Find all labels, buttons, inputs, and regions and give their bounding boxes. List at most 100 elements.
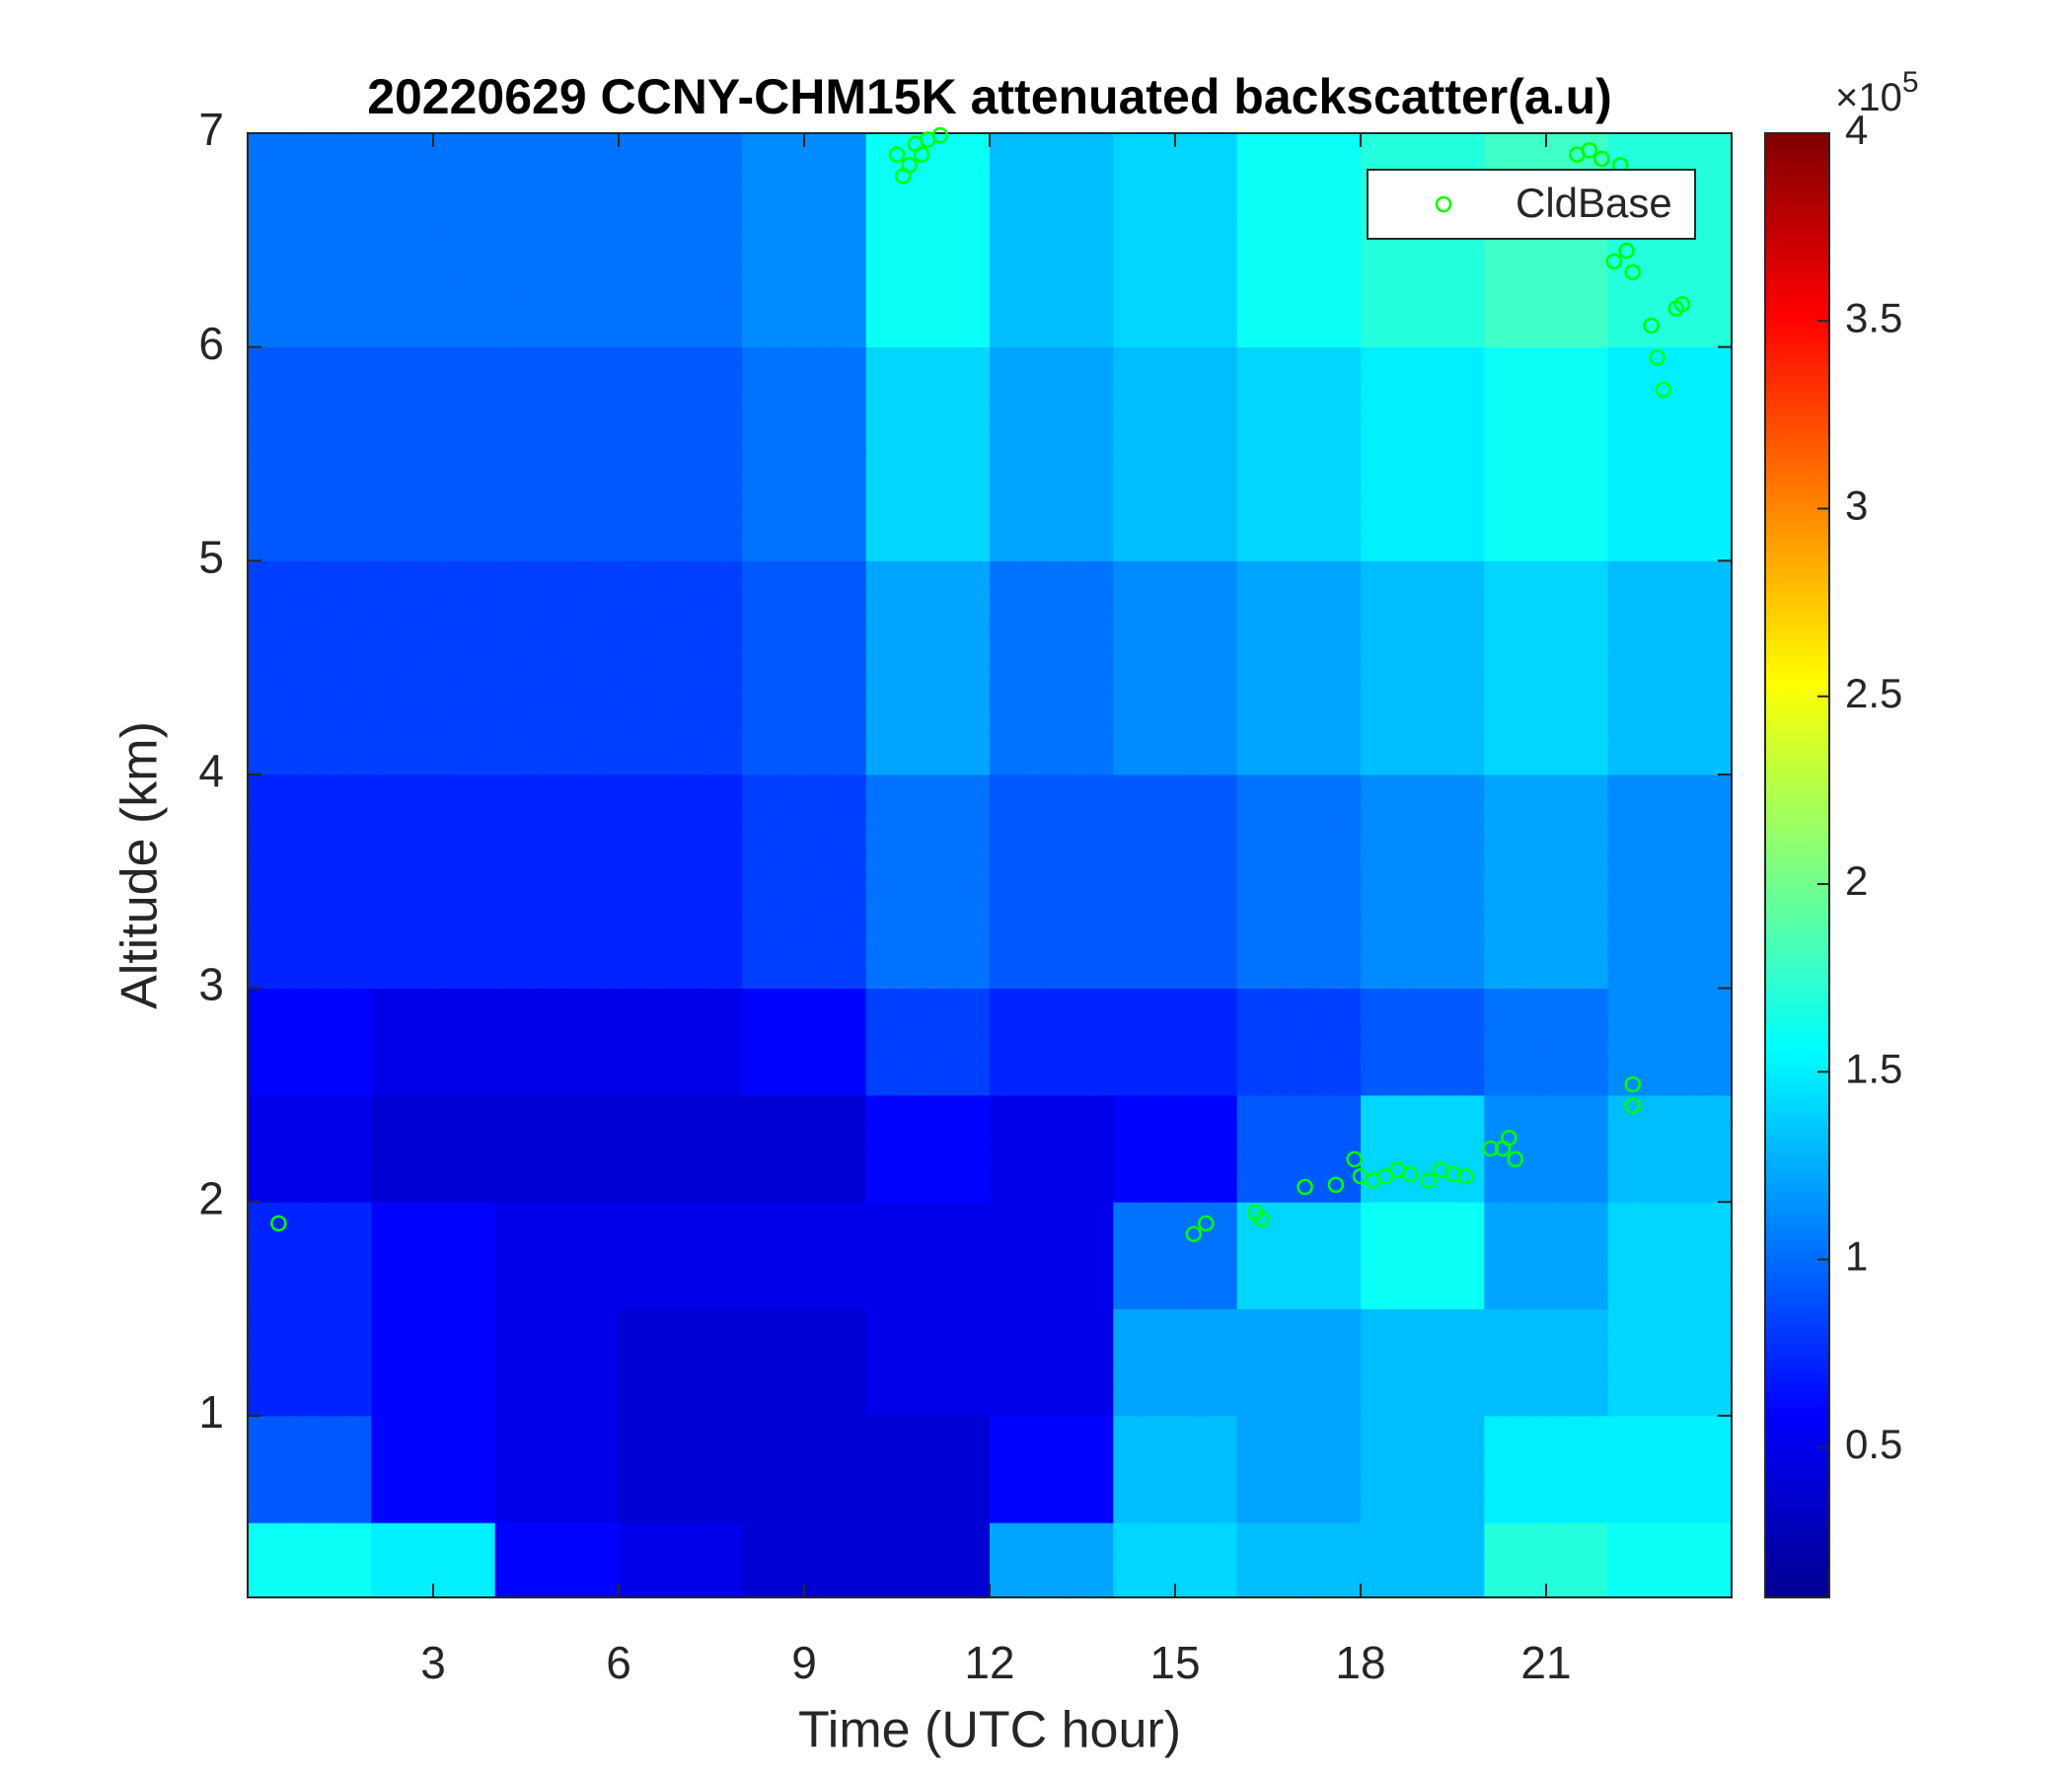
legend-box [1367,169,1696,240]
heatmap-cell [865,1094,991,1203]
heatmap-cell [1484,1202,1609,1310]
heatmap-cell [865,1415,991,1523]
heatmap-cell [742,1094,867,1203]
heatmap-cell [494,133,620,348]
axes: 3 6 9 12 15 18 2112345670.511.522.533.54CldBas… [198,104,1902,1688]
heatmap-cell [990,1522,1114,1598]
heatmap-cell [1236,1522,1362,1598]
cloud-base-point [901,157,918,174]
heatmap [248,133,1733,1598]
heatmap-cell [494,560,620,776]
cloud-base-point [1618,242,1635,259]
heatmap-cell [990,1415,1114,1523]
heatmap-cell [1236,346,1362,561]
heatmap-cell [248,1202,372,1310]
heatmap-cell [1361,560,1485,776]
heatmap-cell [742,1202,867,1310]
x-tick-label: 9 [791,1637,817,1688]
heatmap-cell [865,1308,991,1417]
cloud-base-point [1673,296,1691,313]
heatmap-cell [865,560,991,776]
heatmap-cell [865,1202,991,1310]
heatmap-cell [990,1094,1114,1203]
heatmap-cell [1361,1094,1485,1203]
heatmap-cell [1607,1308,1733,1417]
heatmap-cell [1361,774,1485,990]
colorbar-tick-label: 3.5 [1845,294,1902,340]
cloud-base-point [1198,1215,1215,1232]
heatmap-cell [990,774,1114,990]
cloud-base-point [1457,1167,1474,1185]
y-tick-label: 2 [198,1172,224,1223]
heatmap-cell [248,988,372,1096]
heatmap-cell [1484,346,1609,561]
y-tick-label: 6 [198,318,224,369]
y-tick-label: 1 [198,1386,224,1438]
heatmap-cell [494,988,620,1096]
cloud-base-point [1327,1176,1345,1194]
heatmap-cell [1607,1202,1733,1310]
heatmap-cell [619,1308,743,1417]
heatmap-cell [371,133,496,348]
colorbar-tick-label: 4 [1845,107,1868,153]
heatmap-cell [1361,1415,1485,1523]
heatmap-cell [248,1308,372,1417]
cloud-base-point [1581,142,1598,159]
heatmap-cell [990,133,1114,348]
heatmap-cell [1113,133,1238,348]
heatmap-cell [742,560,867,776]
colorbar-tick-label: 3 [1845,482,1868,529]
heatmap-cell [1484,1415,1609,1523]
colorbar-multiplier: ×105 [1835,66,1919,119]
heatmap-cell [371,1202,496,1310]
colorbar-tick-label: 1.5 [1845,1045,1902,1091]
colorbar-tick-label: 1 [1845,1233,1868,1280]
heatmap-cell [990,1308,1114,1417]
heatmap-cell [1484,774,1609,990]
y-tick-label: 5 [198,531,224,582]
heatmap-cell [494,1202,620,1310]
heatmap-cell [1113,1202,1238,1310]
heatmap-cell [371,988,496,1096]
cloud-base-point [888,146,906,163]
cloud-base-point [1624,1075,1641,1093]
cloud-base-point [1655,381,1672,399]
legend-label: CldBase [1516,180,1672,226]
cloud-base-point [1482,1140,1499,1157]
cloud-base-point [1296,1178,1313,1196]
y-axis-label: Altitude (km) [111,721,169,1009]
heatmap-cell [865,346,991,561]
heatmap-cell [1236,774,1362,990]
heatmap-cell [1113,346,1238,561]
heatmap-cell [619,774,743,990]
x-tick-label: 6 [606,1637,631,1688]
heatmap-cell [1113,1308,1238,1417]
heatmap-cell [1484,1094,1609,1203]
heatmap-cell [990,560,1114,776]
cloud-base-point [913,146,930,163]
cloud-base-point [1649,349,1666,366]
heatmap-cell [1361,1202,1485,1310]
x-tick-label: 3 [420,1637,446,1688]
heatmap-cell [1113,1415,1238,1523]
y-tick-label: 4 [198,745,224,796]
colorbar-exponent: 5 [1902,66,1919,99]
cloud-base-point [270,1215,287,1232]
heatmap-cell [1236,988,1362,1096]
heatmap-cell [742,1415,867,1523]
heatmap-cell [1113,1094,1238,1203]
heatmap-cell [619,988,743,1096]
heatmap-cell [371,1415,496,1523]
y-tick-label: 7 [198,104,224,155]
cloud-base-point [1605,253,1623,270]
colorbar-tick-label: 0.5 [1845,1421,1902,1467]
heatmap-cell [1484,988,1609,1096]
heatmap-cell [1484,133,1609,348]
heatmap-cell [494,1415,620,1523]
cloud-base-point [1507,1150,1523,1168]
cloud-base-point [1376,1167,1394,1185]
heatmap-cell [248,133,372,348]
heatmap-cell [248,1415,372,1523]
cloud-base-point [1593,150,1610,168]
